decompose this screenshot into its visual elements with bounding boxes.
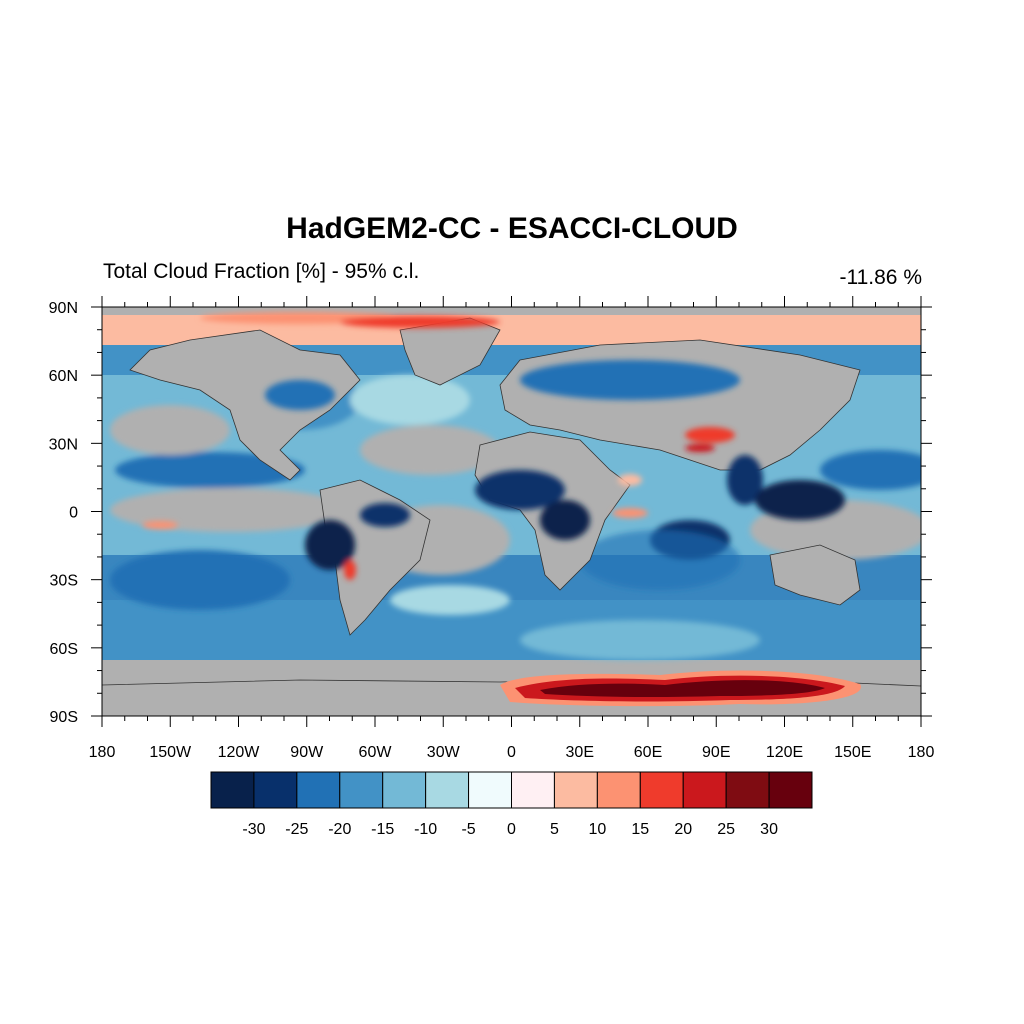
colorbar-label: 5 (550, 821, 559, 838)
y-tick-label: 90N (49, 300, 78, 317)
y-tick-label: 30N (49, 436, 78, 453)
x-tick-label: 60W (359, 744, 393, 761)
field-polar-mask (102, 307, 921, 315)
field-anomaly-blobs (142, 312, 845, 580)
colorbar-swatch (296, 771, 341, 809)
x-tick-label: 180 (908, 744, 935, 761)
x-tick-label: 150W (149, 744, 192, 761)
colorbar-label: 30 (760, 821, 778, 838)
land-australia (769, 544, 861, 606)
figure-title: HadGEM2-CC - ESACCI-CLOUD (286, 212, 738, 245)
x-axis: 180 150W 120W 90W 60W 30W 0 30E 60E 90E 120E 150E 18… (89, 296, 935, 761)
land-north-america (129, 329, 361, 481)
colorbar-label: -5 (461, 821, 475, 838)
global-mean-value: -11.86 % (839, 266, 923, 289)
colorbar-swatch (639, 771, 684, 809)
y-tick-label: 90S (50, 709, 78, 726)
x-tick-label: 120W (218, 744, 261, 761)
y-tick-label: 60N (49, 368, 78, 385)
map-field (102, 307, 921, 716)
colorbar-label: 0 (507, 821, 516, 838)
colorbar-swatch (253, 771, 298, 809)
colorbar-swatch (210, 771, 255, 809)
x-tick-label: 30E (566, 744, 594, 761)
colorbar-swatch (339, 771, 384, 809)
colorbar: -30 -25 -20 -15 -10 -5 0 5 10 15 20 25 30 (210, 771, 813, 838)
colorbar-label: -15 (371, 821, 394, 838)
colorbar-swatch (468, 771, 513, 809)
x-tick-label: 60E (634, 744, 662, 761)
x-tick-label: 0 (507, 744, 516, 761)
colorbar-label: 25 (717, 821, 735, 838)
colorbar-label: 20 (674, 821, 692, 838)
x-tick-label: 150E (834, 744, 871, 761)
y-tick-label: 30S (50, 573, 78, 590)
x-tick-label: 90W (290, 744, 324, 761)
colorbar-swatch (511, 771, 555, 809)
y-tick-label: 60S (50, 641, 78, 658)
field-southern-ocean-band (102, 600, 921, 660)
y-axis: 90N 60N 30N 0 30S 60S 90S (49, 300, 932, 726)
colorbar-label: -20 (328, 821, 351, 838)
colorbar-swatch (682, 771, 727, 809)
x-tick-label: 120E (766, 744, 803, 761)
colorbar-swatch (596, 771, 641, 809)
y-tick-label: 0 (69, 505, 78, 522)
colorbar-label: -25 (285, 821, 308, 838)
colorbar-swatch (425, 771, 470, 809)
x-tick-label: 30W (427, 744, 461, 761)
field-antarctic-anomaly (500, 670, 861, 707)
colorbar-label: 15 (631, 821, 649, 838)
colorbar-swatch (725, 771, 770, 809)
x-tick-label: 180 (89, 744, 116, 761)
colorbar-swatch (768, 771, 813, 809)
colorbar-swatch (382, 771, 427, 809)
colorbar-label: -30 (242, 821, 265, 838)
colorbar-label: 10 (588, 821, 606, 838)
colorbar-label: -10 (414, 821, 437, 838)
colorbar-swatch (553, 771, 598, 809)
x-tick-label: 90E (702, 744, 730, 761)
figure-subtitle: Total Cloud Fraction [%] - 95% c.l. (103, 260, 420, 283)
